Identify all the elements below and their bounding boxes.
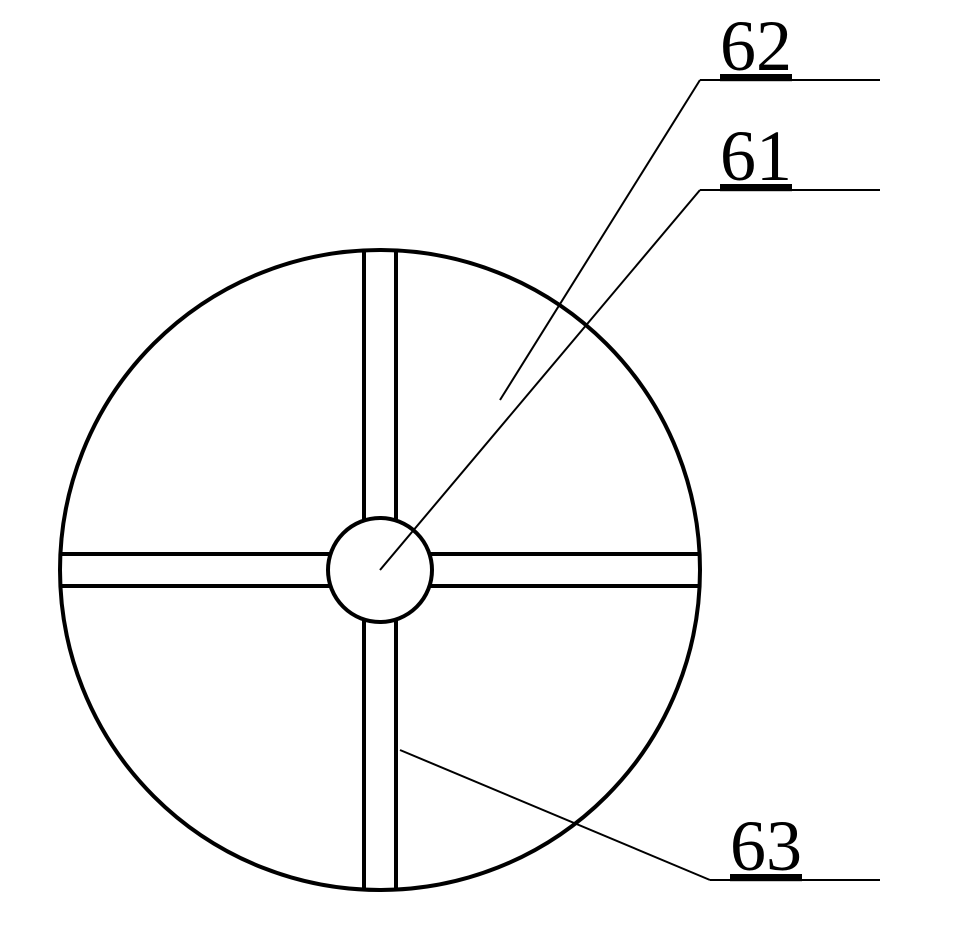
cross-arms-63 <box>60 250 699 889</box>
leader-lines <box>380 80 880 880</box>
label-63: 63 <box>730 806 802 886</box>
label-61: 61 <box>720 116 792 196</box>
technical-diagram: 62 61 63 <box>0 0 955 942</box>
label-62: 62 <box>720 6 792 86</box>
